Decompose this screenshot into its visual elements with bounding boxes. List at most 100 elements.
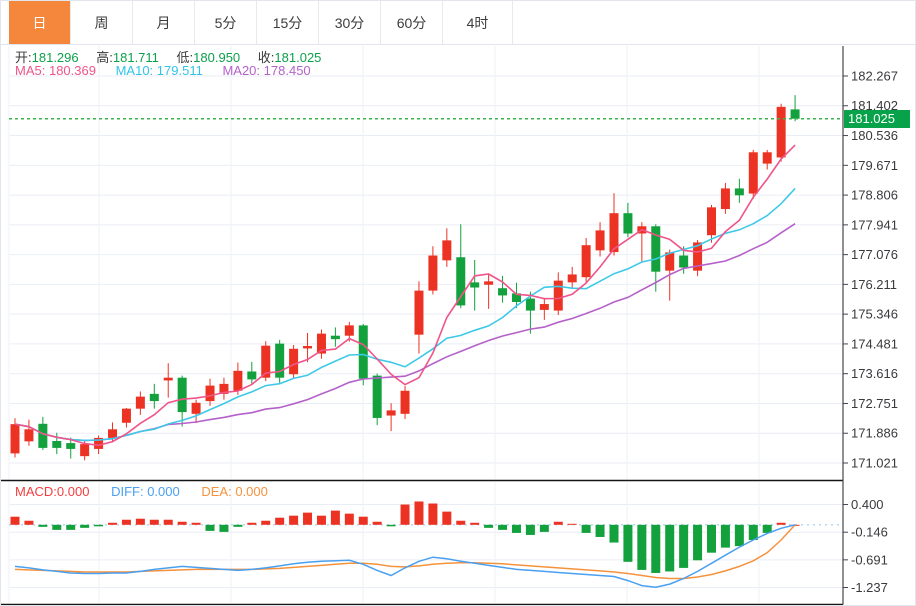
macd-legend-row: MACD:0.000 DIFF: 0.000 DEA: 0.000 (15, 484, 268, 499)
candle-body (707, 207, 716, 236)
candle-body (135, 396, 145, 409)
candle-body (442, 240, 452, 261)
macd-bar (10, 516, 20, 525)
candle-body (80, 444, 90, 457)
macd-bar (776, 522, 786, 525)
candle-body (316, 333, 326, 354)
candle-body (247, 371, 257, 380)
macd-bar (205, 524, 215, 531)
price-tick-label: 182.267 (851, 68, 898, 83)
macd-bar (595, 524, 605, 537)
timeframe-tabbar: 日周月 5分 15分 30分 60分 4时 (1, 1, 915, 45)
macd-bar (275, 517, 285, 525)
macd-bar (219, 524, 229, 532)
price-tick-label: 176.211 (851, 277, 897, 292)
macd-bar (303, 512, 313, 525)
price-tick-label: 179.671 (851, 158, 898, 173)
tab-m60[interactable]: 60分 (381, 1, 443, 44)
tab-h4[interactable]: 4时 (443, 1, 513, 44)
macd-bar (247, 522, 257, 525)
macd-bar (581, 524, 591, 533)
price-tick-label: 173.616 (851, 366, 898, 381)
macd-bar (748, 524, 758, 541)
macd-bar (94, 524, 104, 527)
macd-bar (38, 524, 48, 527)
open-value: 181.296 (31, 50, 79, 65)
candle-body (525, 298, 535, 311)
macd-bar (358, 516, 368, 525)
candle-body (261, 345, 271, 378)
macd-bar (108, 522, 118, 525)
candle-body (38, 423, 48, 448)
price-tick-label: 175.346 (851, 307, 898, 322)
macd-bar (442, 511, 452, 525)
macd-bar (707, 524, 716, 553)
macd-bar (66, 524, 76, 530)
price-tick-label: 177.941 (851, 217, 898, 232)
diff-legend: DIFF: 0.000 (111, 484, 180, 499)
high-value: 181.711 (112, 50, 159, 65)
tab-m30[interactable]: 30分 (319, 1, 381, 44)
dea-legend: DEA: 0.000 (201, 484, 268, 499)
candle-body (233, 370, 243, 391)
macd-tick-label: 0.400 (851, 497, 884, 512)
macd-bar (484, 524, 494, 528)
macd-bar (525, 524, 535, 535)
tab-m5[interactable]: 5分 (195, 1, 257, 44)
candle-body (108, 429, 118, 438)
high-label: 高: (96, 50, 113, 65)
macd-bar (679, 524, 689, 568)
macd-bar (289, 515, 299, 525)
macd-bar (693, 524, 703, 561)
candle-body (679, 255, 689, 268)
macd-bar (762, 524, 772, 533)
macd-bar (623, 524, 633, 562)
candle-body (609, 213, 619, 253)
macd-bar (372, 521, 382, 525)
candle-body (776, 106, 786, 158)
macd-bar (52, 524, 62, 530)
macd-bar (163, 519, 173, 525)
candle-body (24, 429, 34, 442)
macd-tick-label: -1.237 (851, 580, 888, 595)
tab-week[interactable]: 周 (71, 1, 133, 44)
candle-body (720, 188, 730, 210)
macd-bar (344, 513, 354, 525)
candle-body (581, 245, 591, 278)
candle-body (66, 443, 76, 449)
price-tick-label: 177.076 (851, 247, 898, 262)
candle-body (94, 437, 104, 449)
macd-bar (734, 524, 744, 547)
candle-body (275, 343, 285, 378)
ma5-line (14, 144, 796, 447)
diff-line (14, 524, 796, 588)
candle-body (790, 109, 800, 119)
macd-bar (414, 501, 424, 525)
candle-body (121, 408, 131, 423)
candle-body (400, 390, 410, 414)
price-tick-label: 180.536 (851, 128, 898, 143)
macd-bar (400, 504, 410, 525)
price-tick-label: 171.886 (851, 426, 898, 441)
macd-legend: MACD:0.000 (15, 484, 90, 499)
candle-body (205, 385, 215, 402)
macd-bar (651, 524, 661, 573)
ma5-legend: MA5: 180.369 (15, 63, 96, 78)
macd-bar (135, 518, 145, 525)
candle-body (553, 280, 563, 311)
tab-m15[interactable]: 15分 (257, 1, 319, 44)
ma10-line (14, 187, 796, 442)
candle-body (149, 393, 159, 402)
macd-bar (567, 523, 577, 525)
candle-body (484, 281, 494, 285)
candle-body (52, 441, 62, 448)
macd-bar (539, 524, 549, 532)
tab-day[interactable]: 日 (9, 1, 71, 44)
candle-body (177, 377, 187, 413)
candle-body (428, 255, 438, 291)
tab-month[interactable]: 月 (133, 1, 195, 44)
macd-bar (80, 524, 90, 528)
macd-bar (428, 503, 438, 525)
